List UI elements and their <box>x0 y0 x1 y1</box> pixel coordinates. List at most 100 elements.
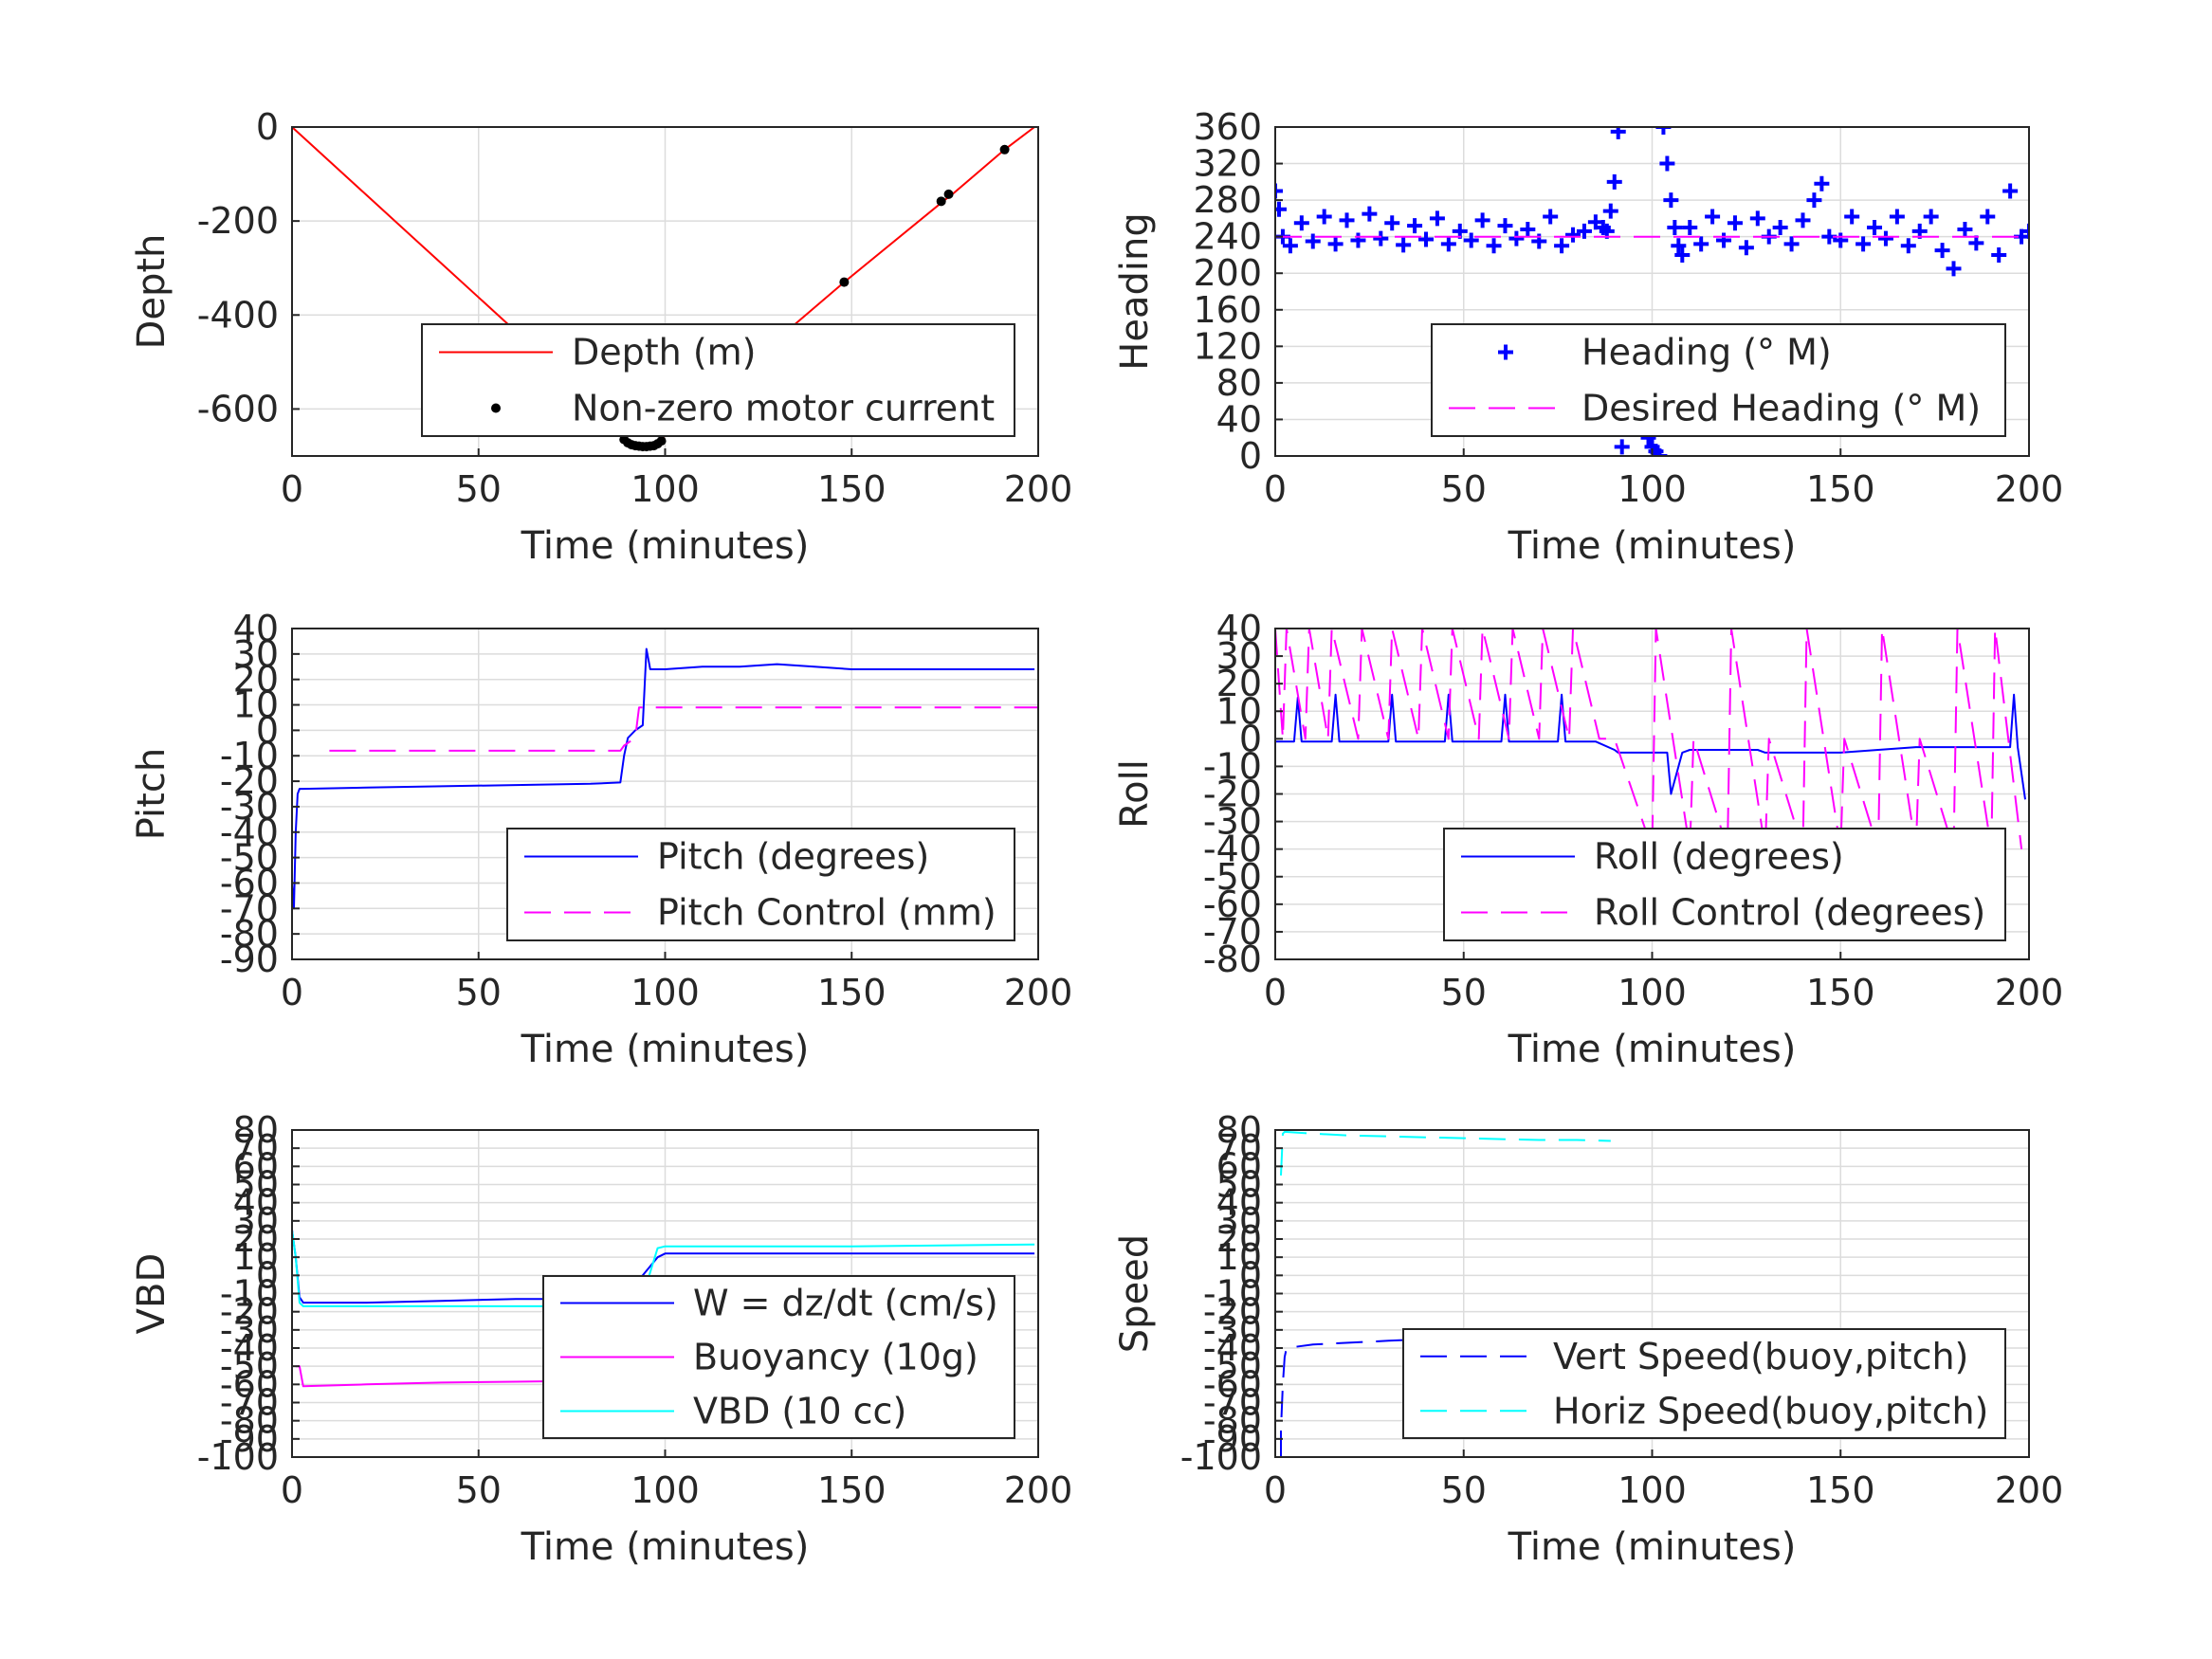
legend-label: Pitch (degrees) <box>657 836 929 878</box>
data-point <box>1674 246 1691 263</box>
y-tick-label: 50 <box>233 1164 279 1206</box>
y-tick-label: 320 <box>1193 143 1262 185</box>
data-point <box>1772 220 1788 236</box>
x-tick-label: 50 <box>456 972 502 1013</box>
series-speed-1 <box>1280 1130 1611 1176</box>
y-tick-label: 10 <box>1216 690 1262 732</box>
y-tick-label: -50 <box>1203 856 1262 898</box>
legend-label: Heading (° M) <box>1581 332 1832 374</box>
legend-box <box>421 323 1015 437</box>
data-point <box>1610 127 1626 139</box>
y-tick-label: -40 <box>1203 829 1262 870</box>
y-tick-label: -60 <box>220 1363 279 1405</box>
data-point <box>1889 209 1905 225</box>
y-tick-label: -70 <box>1203 1382 1262 1424</box>
x-tick-label: 200 <box>1995 468 2064 510</box>
data-point <box>1508 230 1525 246</box>
data-point <box>2002 183 2019 199</box>
data-point <box>1350 232 1366 248</box>
y-tick-label: 40 <box>1216 1182 1262 1224</box>
x-tick-label: 50 <box>1441 468 1487 510</box>
data-point <box>1463 232 1479 248</box>
y-tick-label: -90 <box>1203 1418 1262 1460</box>
y-tick-label: 0 <box>1239 718 1262 759</box>
data-point <box>1293 215 1309 231</box>
x-axis-label: Time (minutes) <box>521 1525 810 1569</box>
x-tick-label: 0 <box>1264 468 1287 510</box>
data-point <box>1727 215 1743 231</box>
data-point <box>1486 238 1502 254</box>
legend: Roll (degrees) Roll Control (degrees) <box>1443 828 2006 941</box>
x-axis-label: Time (minutes) <box>1508 1028 1797 1071</box>
data-point <box>1738 240 1754 256</box>
y-tick-label: 200 <box>1193 252 1262 294</box>
y-tick-label: 160 <box>1193 289 1262 331</box>
data-point <box>1384 215 1400 231</box>
data-point <box>1934 243 1950 259</box>
y-tick-label: -10 <box>220 1273 279 1315</box>
data-point <box>1991 246 2007 263</box>
y-tick-label: 280 <box>1193 179 1262 221</box>
x-axis-label: Time (minutes) <box>521 1028 810 1071</box>
y-tick-label: 10 <box>233 1236 279 1278</box>
data-point <box>1980 209 1996 225</box>
series-line <box>329 706 1038 752</box>
legend: Heading (° M) Desired Heading (° M) <box>1431 323 2006 437</box>
data-point <box>1429 210 1445 227</box>
y-tick-label: 120 <box>1193 325 1262 367</box>
data-point <box>1667 220 1683 236</box>
data-point <box>1396 237 1412 253</box>
data-point <box>936 196 946 207</box>
y-tick-label: 60 <box>233 1145 279 1187</box>
data-point <box>1520 221 1536 237</box>
y-axis-label: Roll <box>1113 759 1157 829</box>
x-tick-label: 150 <box>817 1469 887 1511</box>
data-point <box>1659 155 1675 172</box>
data-point <box>839 277 850 287</box>
y-tick-label: -50 <box>1203 1345 1262 1387</box>
y-axis-label: Speed <box>1113 1234 1157 1353</box>
pitch-subplot: 0 50 100 150 200403020100-10-20-30-40-50-60-… <box>130 608 1072 1071</box>
x-tick-label: 100 <box>631 972 700 1013</box>
data-point <box>1663 192 1679 209</box>
legend: Vert Speed(buoy,pitch) Horiz Speed(buoy,p… <box>1402 1328 2006 1439</box>
data-point <box>1474 212 1490 228</box>
series-line <box>1275 629 2023 850</box>
legend-swatch <box>1498 344 1513 360</box>
heading-subplot: 0 50 100 150 20004080120160200240280320360Ti… <box>1113 106 2063 568</box>
x-tick-label: 50 <box>1441 972 1487 1013</box>
data-point <box>1705 209 1721 225</box>
legend-label: Pitch Control (mm) <box>657 892 996 934</box>
y-tick-label: -40 <box>220 1327 279 1369</box>
y-tick-label: 20 <box>1216 1218 1262 1260</box>
data-point <box>1602 203 1618 219</box>
y-tick-label: -40 <box>220 811 279 853</box>
y-tick-label: -200 <box>197 200 279 242</box>
data-point <box>1373 230 1389 246</box>
y-tick-label: -60 <box>220 862 279 903</box>
x-tick-label: 50 <box>456 468 502 510</box>
legend-box <box>506 828 1015 941</box>
y-tick-label: 60 <box>1216 1145 1262 1187</box>
y-tick-label: 0 <box>256 1254 279 1296</box>
series-pitch-1 <box>329 706 1038 752</box>
data-point <box>943 189 954 199</box>
y-tick-label: 30 <box>233 633 279 675</box>
data-point <box>1316 209 1332 225</box>
x-tick-label: 150 <box>1806 972 1875 1013</box>
x-axis-label: Time (minutes) <box>1508 524 1797 568</box>
legend-label: Roll (degrees) <box>1594 836 1844 878</box>
y-tick-label: 40 <box>1216 608 1262 649</box>
data-point <box>1554 238 1570 254</box>
y-tick-label: 70 <box>1216 1127 1262 1169</box>
legend-label: VBD (10 cc) <box>693 1391 906 1432</box>
series-roll-0 <box>1275 693 2026 800</box>
x-tick-label: 150 <box>1806 1469 1875 1511</box>
y-tick-label: -90 <box>220 1418 279 1460</box>
x-tick-label: 0 <box>1264 1469 1287 1511</box>
data-point <box>1614 439 1630 455</box>
y-tick-label: -80 <box>1203 939 1262 980</box>
data-point <box>656 436 667 447</box>
data-point <box>1833 232 1849 248</box>
legend: Depth (m) Non-zero motor current <box>421 323 1015 437</box>
